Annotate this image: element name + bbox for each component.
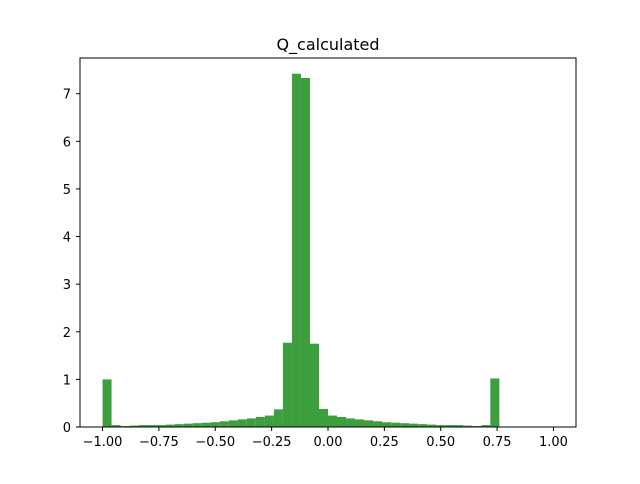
- histogram-bar: [102, 379, 112, 427]
- histogram-bar: [481, 425, 491, 427]
- histogram-bar: [237, 419, 247, 427]
- histogram-bar: [192, 423, 202, 427]
- x-tick-label: −1.00: [83, 435, 123, 450]
- histogram-bar: [373, 421, 383, 427]
- y-tick-label: 1: [63, 373, 71, 388]
- histogram-bar: [111, 425, 121, 427]
- histogram-bar: [318, 408, 328, 427]
- x-tick-label: 0.00: [314, 435, 343, 450]
- histogram-bar: [174, 424, 184, 427]
- plot-frame: [79, 57, 577, 428]
- y-tick-label: 4: [63, 231, 71, 246]
- histogram-bar: [273, 409, 283, 427]
- histogram-bar: [228, 420, 238, 427]
- y-tick-label: 2: [63, 326, 71, 341]
- y-tick-label: 3: [63, 278, 71, 293]
- bars-group: [102, 73, 500, 428]
- histogram-bar: [201, 422, 211, 427]
- histogram-bar: [300, 77, 310, 427]
- histogram-bar: [418, 424, 428, 427]
- histogram-bar: [346, 418, 356, 427]
- histogram-bar: [138, 425, 148, 427]
- histogram-bar: [400, 423, 410, 427]
- histogram-bar: [364, 420, 374, 427]
- x-tick-label: 0.50: [426, 435, 455, 450]
- x-tick-label: 0.25: [370, 435, 399, 450]
- y-tick-label: 7: [63, 88, 71, 103]
- histogram-bar: [129, 425, 139, 427]
- histogram-bar: [282, 342, 292, 427]
- x-axis: −1.00 −0.75 −0.50 −0.25 0.00 0.25 0.50 0.75 1.00: [83, 427, 568, 450]
- histogram-bar: [382, 422, 392, 427]
- histogram-bar: [255, 417, 265, 427]
- x-tick-label: 0.75: [483, 435, 512, 450]
- histogram-bar: [391, 422, 401, 427]
- y-tick-label: 0: [63, 421, 71, 436]
- histogram-bar: [427, 424, 437, 427]
- histogram-bar: [219, 421, 229, 427]
- x-tick-label: −0.25: [252, 435, 292, 450]
- y-axis: 0 1 2 3 4 5 6 7: [63, 88, 80, 436]
- histogram-bar: [156, 425, 166, 427]
- histogram-bar: [454, 425, 464, 427]
- histogram-bar: [409, 423, 419, 427]
- histogram-bar: [355, 419, 365, 427]
- histogram-bar: [264, 415, 274, 427]
- y-tick-label: 6: [63, 135, 71, 150]
- histogram-bar: [328, 415, 338, 427]
- histogram-bar: [463, 425, 473, 427]
- x-tick-label: −0.50: [195, 435, 235, 450]
- chart-title: Q_calculated: [276, 35, 379, 55]
- histogram-bar: [309, 343, 319, 427]
- y-tick-label: 5: [63, 183, 71, 198]
- histogram-bar: [445, 425, 455, 427]
- histogram-bar: [490, 378, 500, 427]
- histogram-bar: [246, 418, 256, 427]
- histogram-bar: [436, 425, 446, 427]
- histogram-bar: [165, 424, 175, 427]
- x-tick-label: −0.75: [139, 435, 179, 450]
- histogram-bar: [291, 73, 301, 428]
- x-tick-label: 1.00: [539, 435, 568, 450]
- histogram-bar: [210, 422, 220, 427]
- histogram-bar: [183, 423, 193, 427]
- histogram-bar: [147, 425, 157, 427]
- histogram-bar: [337, 417, 347, 427]
